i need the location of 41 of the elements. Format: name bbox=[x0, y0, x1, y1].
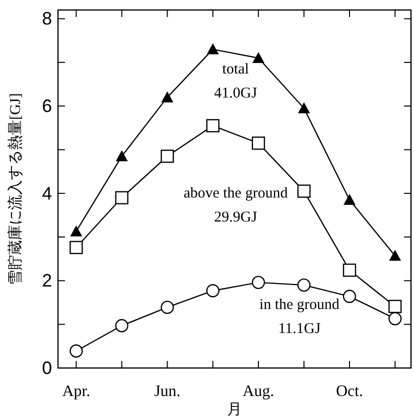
point bbox=[298, 102, 310, 114]
point bbox=[115, 191, 128, 204]
y-tick-label: 4 bbox=[42, 183, 52, 204]
point bbox=[160, 150, 174, 163]
point bbox=[344, 194, 356, 205]
y-tick-label: 0 bbox=[42, 358, 52, 378]
y-tick-label: 6 bbox=[42, 96, 52, 116]
annotation: 29.9GJ bbox=[214, 210, 258, 226]
point bbox=[252, 136, 266, 150]
point bbox=[297, 184, 311, 198]
point bbox=[388, 312, 402, 326]
point bbox=[116, 150, 128, 162]
point bbox=[342, 290, 356, 303]
point bbox=[389, 250, 402, 261]
point bbox=[252, 276, 266, 290]
point bbox=[70, 225, 82, 236]
point bbox=[115, 319, 128, 332]
point bbox=[70, 344, 83, 358]
y-tick-label: 8 bbox=[42, 8, 52, 29]
x-axis-title: 月 bbox=[227, 402, 242, 418]
x-tick-label: Apr. bbox=[62, 383, 90, 400]
x-tick-label: Oct. bbox=[336, 383, 364, 400]
y-tick-label: 2 bbox=[42, 270, 52, 291]
point bbox=[206, 119, 220, 132]
point bbox=[388, 300, 402, 314]
annotation: 11.1GJ bbox=[278, 321, 321, 338]
series-label: total bbox=[222, 61, 249, 78]
series-label: above the ground bbox=[184, 186, 288, 202]
point bbox=[161, 91, 174, 102]
point bbox=[206, 284, 220, 298]
series-label: in the ground bbox=[259, 297, 340, 314]
point bbox=[160, 300, 174, 314]
y-axis-title: 雪貯蔵庫に流入する熱量[GJ] bbox=[7, 93, 24, 285]
point bbox=[206, 43, 219, 54]
annotation: 41.0GJ bbox=[214, 85, 258, 102]
point bbox=[297, 278, 311, 292]
point bbox=[342, 264, 356, 277]
point bbox=[70, 240, 83, 254]
x-tick-label: Jun. bbox=[154, 383, 180, 400]
x-tick-label: Aug. bbox=[242, 383, 274, 400]
point bbox=[252, 52, 264, 64]
